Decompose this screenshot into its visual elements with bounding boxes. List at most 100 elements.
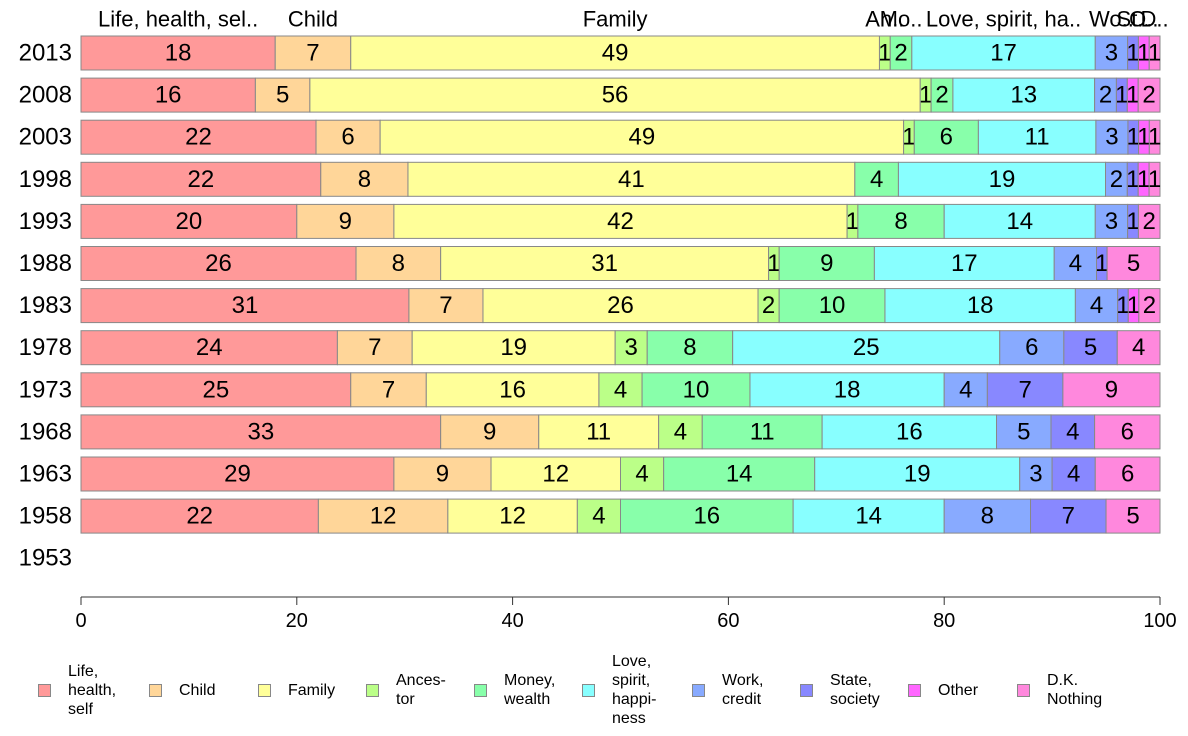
data-label: 7 [1062, 503, 1075, 530]
data-label: 1 [1126, 208, 1139, 235]
bar-segment [1095, 119, 1129, 155]
data-label: 20 [176, 208, 203, 235]
legend-label: Love, spirit, happi- ness [612, 653, 657, 727]
data-label: 6 [940, 124, 953, 151]
category-label: 1958 [19, 503, 72, 530]
category-label: 1983 [19, 292, 72, 319]
legend-swatch [258, 683, 271, 697]
data-label: 7 [368, 334, 381, 361]
bar-segment [1148, 35, 1161, 71]
category-label: 1978 [19, 334, 72, 361]
legend-item: Ances- tor [366, 648, 446, 732]
series-top-label: Family [583, 7, 648, 32]
data-label: 2 [1099, 82, 1112, 109]
data-label: 7 [1018, 376, 1031, 403]
data-label: 4 [592, 503, 605, 530]
data-label: 2 [1110, 166, 1123, 193]
bar-segment [350, 372, 427, 408]
bar-segment [854, 161, 899, 197]
bar-segment [1094, 456, 1161, 492]
bar-segment [80, 161, 322, 197]
data-label: 9 [820, 250, 833, 277]
legend-item: Family [258, 648, 335, 732]
category-label: 1998 [19, 166, 72, 193]
data-label: 49 [602, 40, 629, 67]
series-top-label: O.. [1129, 7, 1158, 32]
data-label: 29 [224, 461, 251, 488]
data-label: 4 [674, 418, 687, 445]
data-label: 25 [853, 334, 880, 361]
data-label: 4 [1132, 334, 1145, 361]
data-label: 7 [382, 376, 395, 403]
bar-segment [884, 288, 1076, 324]
legend-label: Work, credit [722, 672, 764, 708]
data-label: 2 [1143, 292, 1156, 319]
series-top-label: An.. [865, 7, 904, 32]
data-label: 4 [635, 461, 648, 488]
data-label: 26 [205, 250, 232, 277]
data-label: 2 [935, 82, 948, 109]
data-label: 1 [767, 250, 780, 277]
legend-swatch [800, 683, 813, 697]
x-tick-label: 100 [1143, 610, 1176, 632]
series-top-label: St.. [1117, 7, 1150, 32]
data-label: 19 [904, 461, 931, 488]
data-label: 8 [358, 166, 371, 193]
data-label: 9 [1105, 376, 1118, 403]
bar-segment [749, 372, 945, 408]
data-label: 8 [683, 334, 696, 361]
x-tick-label: 40 [501, 610, 523, 632]
data-label: 4 [870, 166, 883, 193]
x-tick-label: 0 [75, 610, 86, 632]
data-label: 6 [1121, 461, 1134, 488]
bar-segment [320, 161, 409, 197]
bar-segment [80, 414, 442, 450]
bar-segment [408, 288, 484, 324]
bar-segment [778, 288, 886, 324]
data-label: 1 [1116, 292, 1129, 319]
category-label: 1988 [19, 250, 72, 277]
data-label: 4 [1067, 461, 1080, 488]
bar-segment [350, 35, 880, 71]
series-top-label: Wo.. [1089, 7, 1134, 32]
data-label: 8 [392, 250, 405, 277]
data-label: 1 [1148, 124, 1161, 151]
data-label: 42 [607, 208, 634, 235]
data-label: 4 [614, 376, 627, 403]
legend-label: Child [179, 681, 216, 699]
data-label: 2 [894, 40, 907, 67]
x-tick-label: 20 [286, 610, 308, 632]
bar-segment [1137, 203, 1161, 239]
bar-segment [425, 372, 600, 408]
data-label: 6 [1025, 334, 1038, 361]
data-label: 3 [1105, 124, 1118, 151]
bar-segment [80, 456, 395, 492]
legend-swatch [692, 683, 705, 697]
category-label: 1993 [19, 208, 72, 235]
bar-segment [646, 330, 734, 366]
data-label: 3 [1105, 40, 1118, 67]
data-label: 18 [834, 376, 861, 403]
data-label: 5 [1126, 503, 1139, 530]
bar-segment [80, 77, 256, 113]
bar-segment [538, 414, 660, 450]
data-label: 2 [1142, 82, 1155, 109]
bar-segment [336, 330, 413, 366]
data-label: 18 [967, 292, 994, 319]
data-label: 16 [155, 82, 182, 109]
data-label: 9 [436, 461, 449, 488]
bar-segment [986, 372, 1064, 408]
data-label: 2 [1143, 208, 1156, 235]
bar-segment [274, 35, 352, 71]
bar-segment [317, 498, 449, 534]
data-label: 19 [989, 166, 1016, 193]
legend-swatch [582, 683, 595, 697]
data-label: 8 [981, 503, 994, 530]
legend-item: Money, wealth [474, 648, 555, 732]
bar-segment [80, 203, 298, 239]
data-label: 12 [370, 503, 397, 530]
bar-segment [296, 203, 395, 239]
category-label: 2013 [19, 40, 72, 67]
data-label: 1 [1126, 40, 1139, 67]
data-label: 16 [693, 503, 720, 530]
